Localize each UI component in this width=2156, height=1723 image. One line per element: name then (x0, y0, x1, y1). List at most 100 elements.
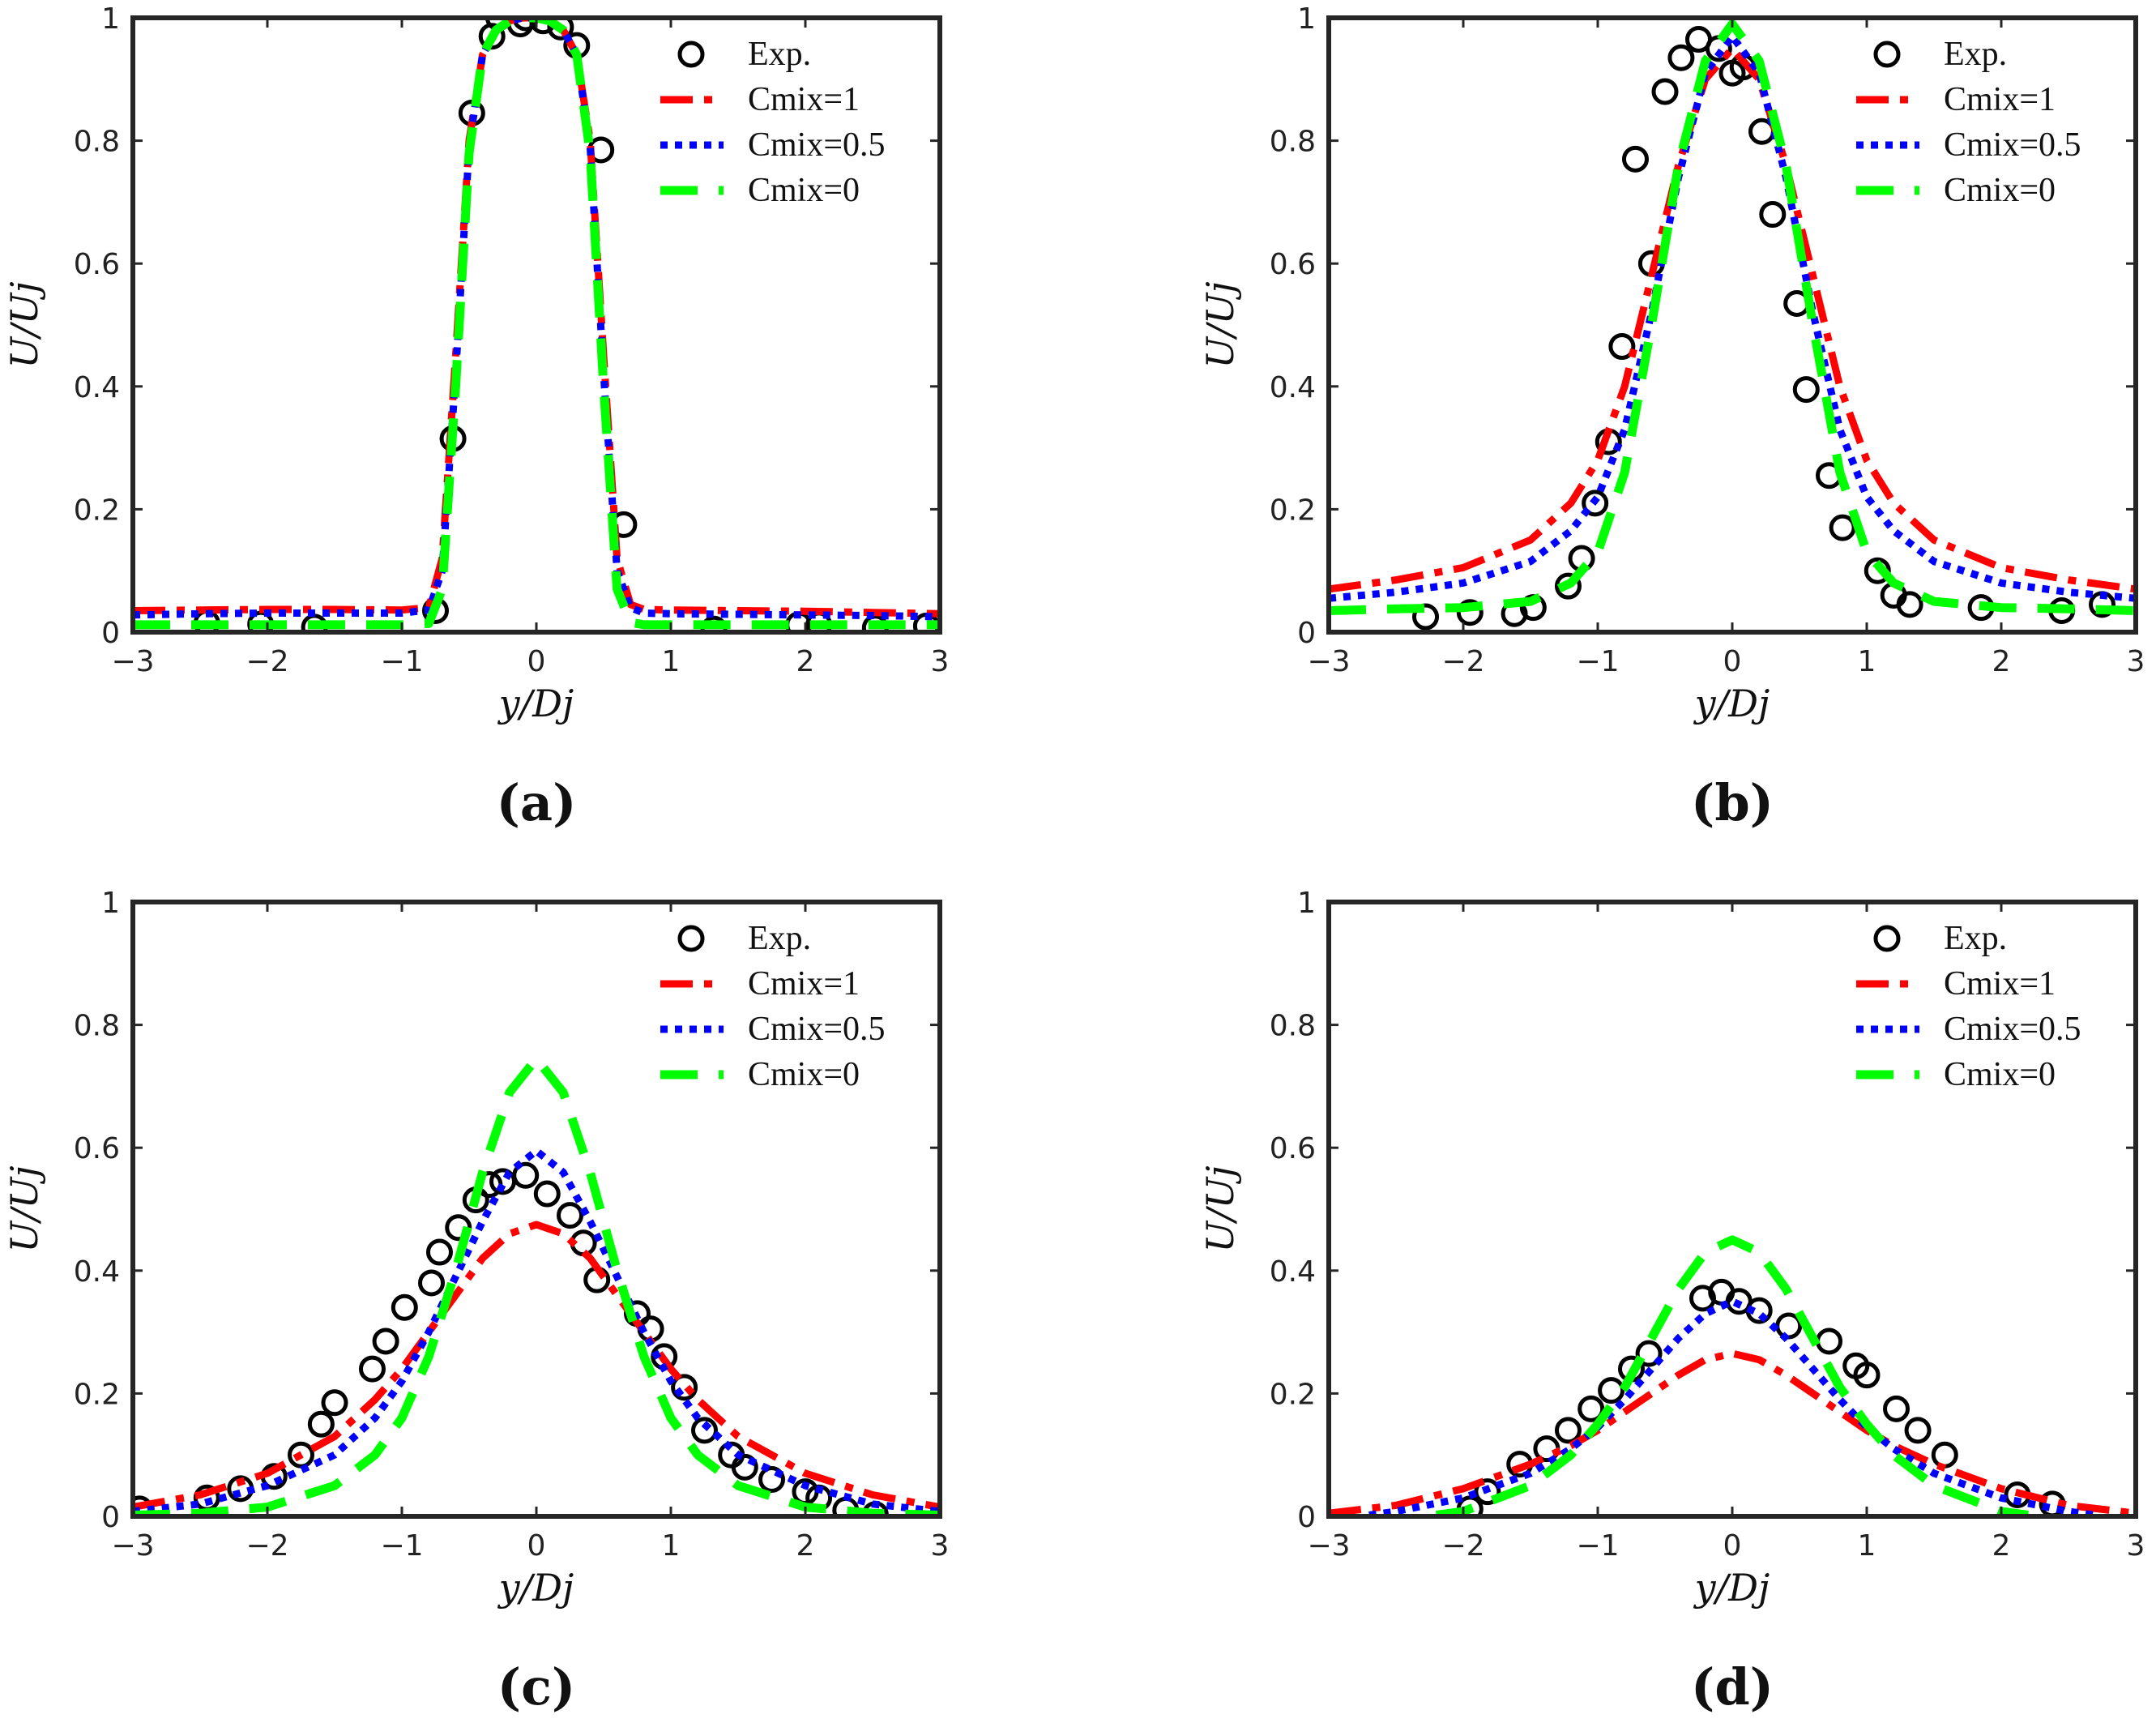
y-axis-ticks: 0 0.2 0.4 0.6 0.8 1 (74, 2, 940, 650)
plot-area (133, 902, 940, 1516)
legend-entry-label: Cmix=0 (748, 1056, 860, 1093)
legend-entry-label: Cmix=1 (748, 81, 860, 118)
legend-marker-exp (1873, 41, 1901, 68)
y-axis-label: U/Uj (1198, 1165, 1242, 1252)
y-tick-label: 0.4 (1270, 1255, 1316, 1289)
chart-panel-4: −3 −2 −1 0 1 2 3 0 0.2 0.4 0.6 0.8 1 y/Dj U/Uj Exp. Cmix… (1198, 887, 2145, 1717)
y-tick-label: 0.6 (1270, 1132, 1316, 1165)
legend: Exp. Cmix=1 Cmix=0.5 Cmix=0 (1856, 36, 2081, 209)
x-tick-label: 0 (527, 645, 546, 678)
x-tick-label: −1 (380, 645, 423, 678)
y-tick-label: 0 (1297, 1501, 1316, 1534)
y-axis-ticks: 0 0.2 0.4 0.6 0.8 1 (74, 887, 940, 1534)
data-point-exp (1474, 1478, 1501, 1506)
x-tick-label: 2 (796, 645, 815, 678)
x-axis-label: y/Dj (1693, 1566, 1770, 1610)
data-point-exp (1578, 1395, 1605, 1422)
x-tick-label: 1 (1858, 1529, 1876, 1563)
x-tick-label: −3 (111, 645, 154, 678)
legend-entry-label: Exp. (1944, 920, 2007, 957)
panel-label: (c) (497, 1657, 575, 1717)
data-point-exp (358, 1355, 386, 1383)
y-tick-label: 0.2 (1270, 1378, 1316, 1411)
data-point-exp (512, 18, 540, 32)
x-tick-label: −3 (1307, 645, 1350, 678)
data-point-exp (557, 1202, 583, 1229)
y-tick-label: 0.2 (74, 1378, 120, 1411)
x-tick-label: 3 (931, 645, 950, 678)
x-tick-label: −1 (1576, 1529, 1619, 1563)
y-axis-label: U/Uj (2, 1165, 46, 1252)
data-point-exp (425, 1238, 453, 1266)
legend: Exp. Cmix=1 Cmix=0.5 Cmix=0 (1856, 920, 2081, 1093)
x-axis-ticks: −3 −2 −1 0 1 2 3 (1307, 902, 2145, 1563)
y-tick-label: 0.8 (74, 126, 120, 159)
data-point-exp (445, 1214, 472, 1242)
data-point-exp (307, 1410, 335, 1438)
x-tick-label: −1 (380, 1529, 423, 1563)
x-axis-label: y/Dj (1693, 682, 1770, 725)
x-axis-ticks: −3 −2 −1 0 1 2 3 (111, 18, 949, 678)
panel-label: (d) (1691, 1657, 1774, 1717)
y-axis-label: U/Uj (2, 281, 46, 368)
data-point-exp (1853, 1362, 1881, 1389)
legend: Exp. Cmix=1 Cmix=0.5 Cmix=0 (660, 920, 886, 1093)
plot-area (1329, 18, 2136, 632)
legend-entry-label: Exp. (748, 36, 811, 73)
legend-entry-label: Cmix=0.5 (748, 1011, 886, 1048)
data-point-exp (731, 1453, 758, 1481)
x-tick-label: 1 (662, 1529, 681, 1563)
x-tick-label: −2 (1441, 645, 1484, 678)
legend-entry-label: Cmix=0 (1944, 172, 2056, 209)
data-point-exp (1554, 1417, 1582, 1444)
data-point-exp (1883, 1395, 1911, 1422)
y-tick-label: 0.2 (1270, 494, 1316, 527)
data-point-exp (391, 1293, 418, 1321)
data-point-exp (671, 1374, 698, 1401)
plot-area (1329, 902, 2136, 1516)
legend-entry-label: Exp. (748, 920, 811, 957)
x-tick-label: 3 (931, 1529, 950, 1563)
data-point-exp (533, 1180, 561, 1208)
series-line-cmix-0-5 (1329, 32, 2136, 602)
data-point-exp (1582, 490, 1609, 517)
series-line-cmix-1 (133, 1221, 940, 1511)
data-point-exp (1667, 44, 1695, 71)
y-tick-label: 0.6 (74, 1132, 120, 1165)
x-tick-label: 2 (796, 1529, 815, 1563)
data-point-exp (1412, 603, 1440, 631)
plot-series (133, 1054, 940, 1516)
legend: Exp. Cmix=1 Cmix=0.5 Cmix=0 (660, 36, 886, 209)
x-tick-label: 2 (1992, 645, 2011, 678)
x-axis-label: y/Dj (497, 1566, 574, 1610)
y-tick-label: 0.4 (1270, 371, 1316, 404)
data-point-exp (1456, 599, 1484, 626)
series-line-cmix-0 (133, 18, 940, 630)
plot-area (133, 18, 940, 632)
x-axis-ticks: −3 −2 −1 0 1 2 3 (111, 902, 949, 1563)
data-point-exp (1904, 1417, 1932, 1444)
plot-series (1329, 1235, 2136, 1516)
y-tick-label: 1 (1297, 2, 1316, 36)
legend-entry-label: Cmix=0 (748, 172, 860, 209)
data-point-exp (372, 1328, 399, 1355)
data-point-exp (418, 1269, 446, 1297)
y-tick-label: 0.8 (74, 1010, 120, 1043)
series-line-cmix-0-5 (133, 18, 940, 621)
data-point-exp (1896, 591, 1923, 618)
x-tick-label: 3 (2127, 1529, 2145, 1563)
data-point-exp (1608, 333, 1636, 361)
y-tick-label: 0.2 (74, 494, 120, 527)
x-tick-label: −2 (245, 645, 288, 678)
x-tick-label: 3 (2127, 645, 2145, 678)
x-tick-label: 1 (662, 645, 681, 678)
legend-entry-label: Cmix=0.5 (1944, 126, 2081, 164)
data-point-exp (691, 1417, 718, 1444)
y-tick-label: 0 (101, 1501, 120, 1534)
panel-label: (a) (497, 773, 577, 832)
data-point-exp (1792, 376, 1820, 404)
data-point-exp (547, 18, 574, 41)
y-tick-label: 0 (101, 617, 120, 650)
y-tick-label: 0.8 (1270, 1010, 1316, 1043)
data-point-exp (288, 1441, 314, 1469)
